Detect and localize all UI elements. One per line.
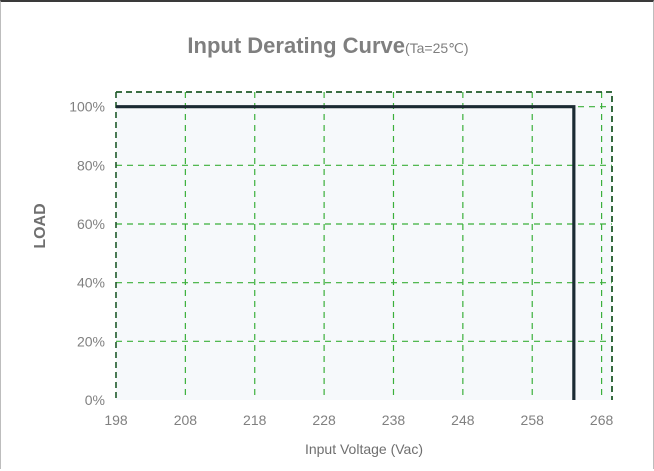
x-axis-ticks: 198 208 218 228 238 248 258 268 [104,412,613,428]
plot-border-dashed [116,91,613,400]
derating-curve-line [116,105,576,400]
x-tick-label: 218 [243,412,267,428]
x-axis-label: Input Voltage (Vac) [305,441,423,457]
y-tick-label: 0% [85,392,105,408]
x-tick-label: 228 [312,412,336,428]
y-tick-label: 100% [69,99,105,115]
x-tick-label: 248 [451,412,475,428]
y-tick-label: 20% [77,333,105,349]
plot-area [116,92,612,400]
y-axis-ticks: 0% 20% 40% 60% 80% 100% [69,99,105,408]
y-axis-label: LOAD [32,203,49,248]
x-tick-label: 238 [382,412,406,428]
x-tick-label: 198 [104,412,128,428]
y-tick-label: 40% [77,275,105,291]
x-tick-label: 268 [590,412,614,428]
derating-curve-layer [116,105,576,400]
y-tick-label: 80% [77,157,105,173]
x-tick-label: 208 [174,412,198,428]
y-tick-label: 60% [77,216,105,232]
x-tick-label: 258 [521,412,545,428]
